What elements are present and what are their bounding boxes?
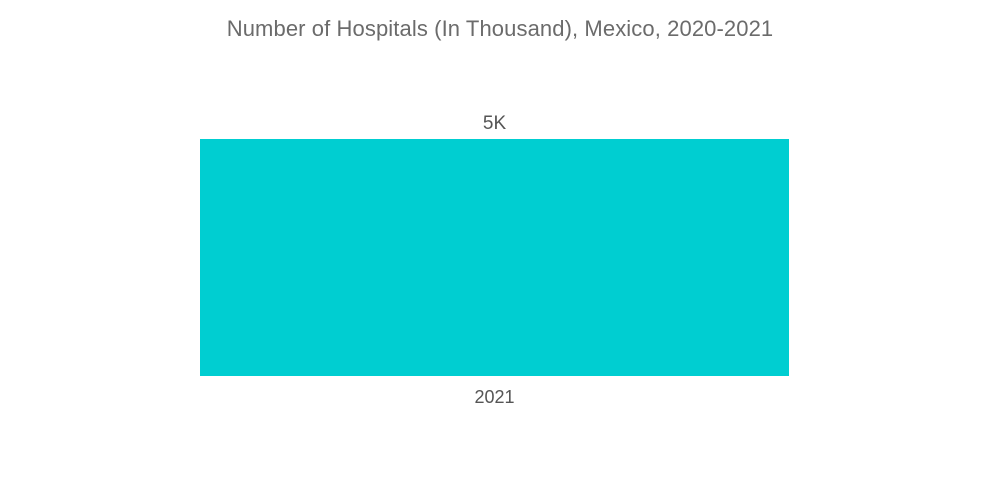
chart-title: Number of Hospitals (In Thousand), Mexic… xyxy=(226,16,774,41)
data-label-2021: 5K xyxy=(483,113,507,134)
bar-2021 xyxy=(200,139,789,376)
x-tick-label-2021: 2021 xyxy=(474,387,514,407)
